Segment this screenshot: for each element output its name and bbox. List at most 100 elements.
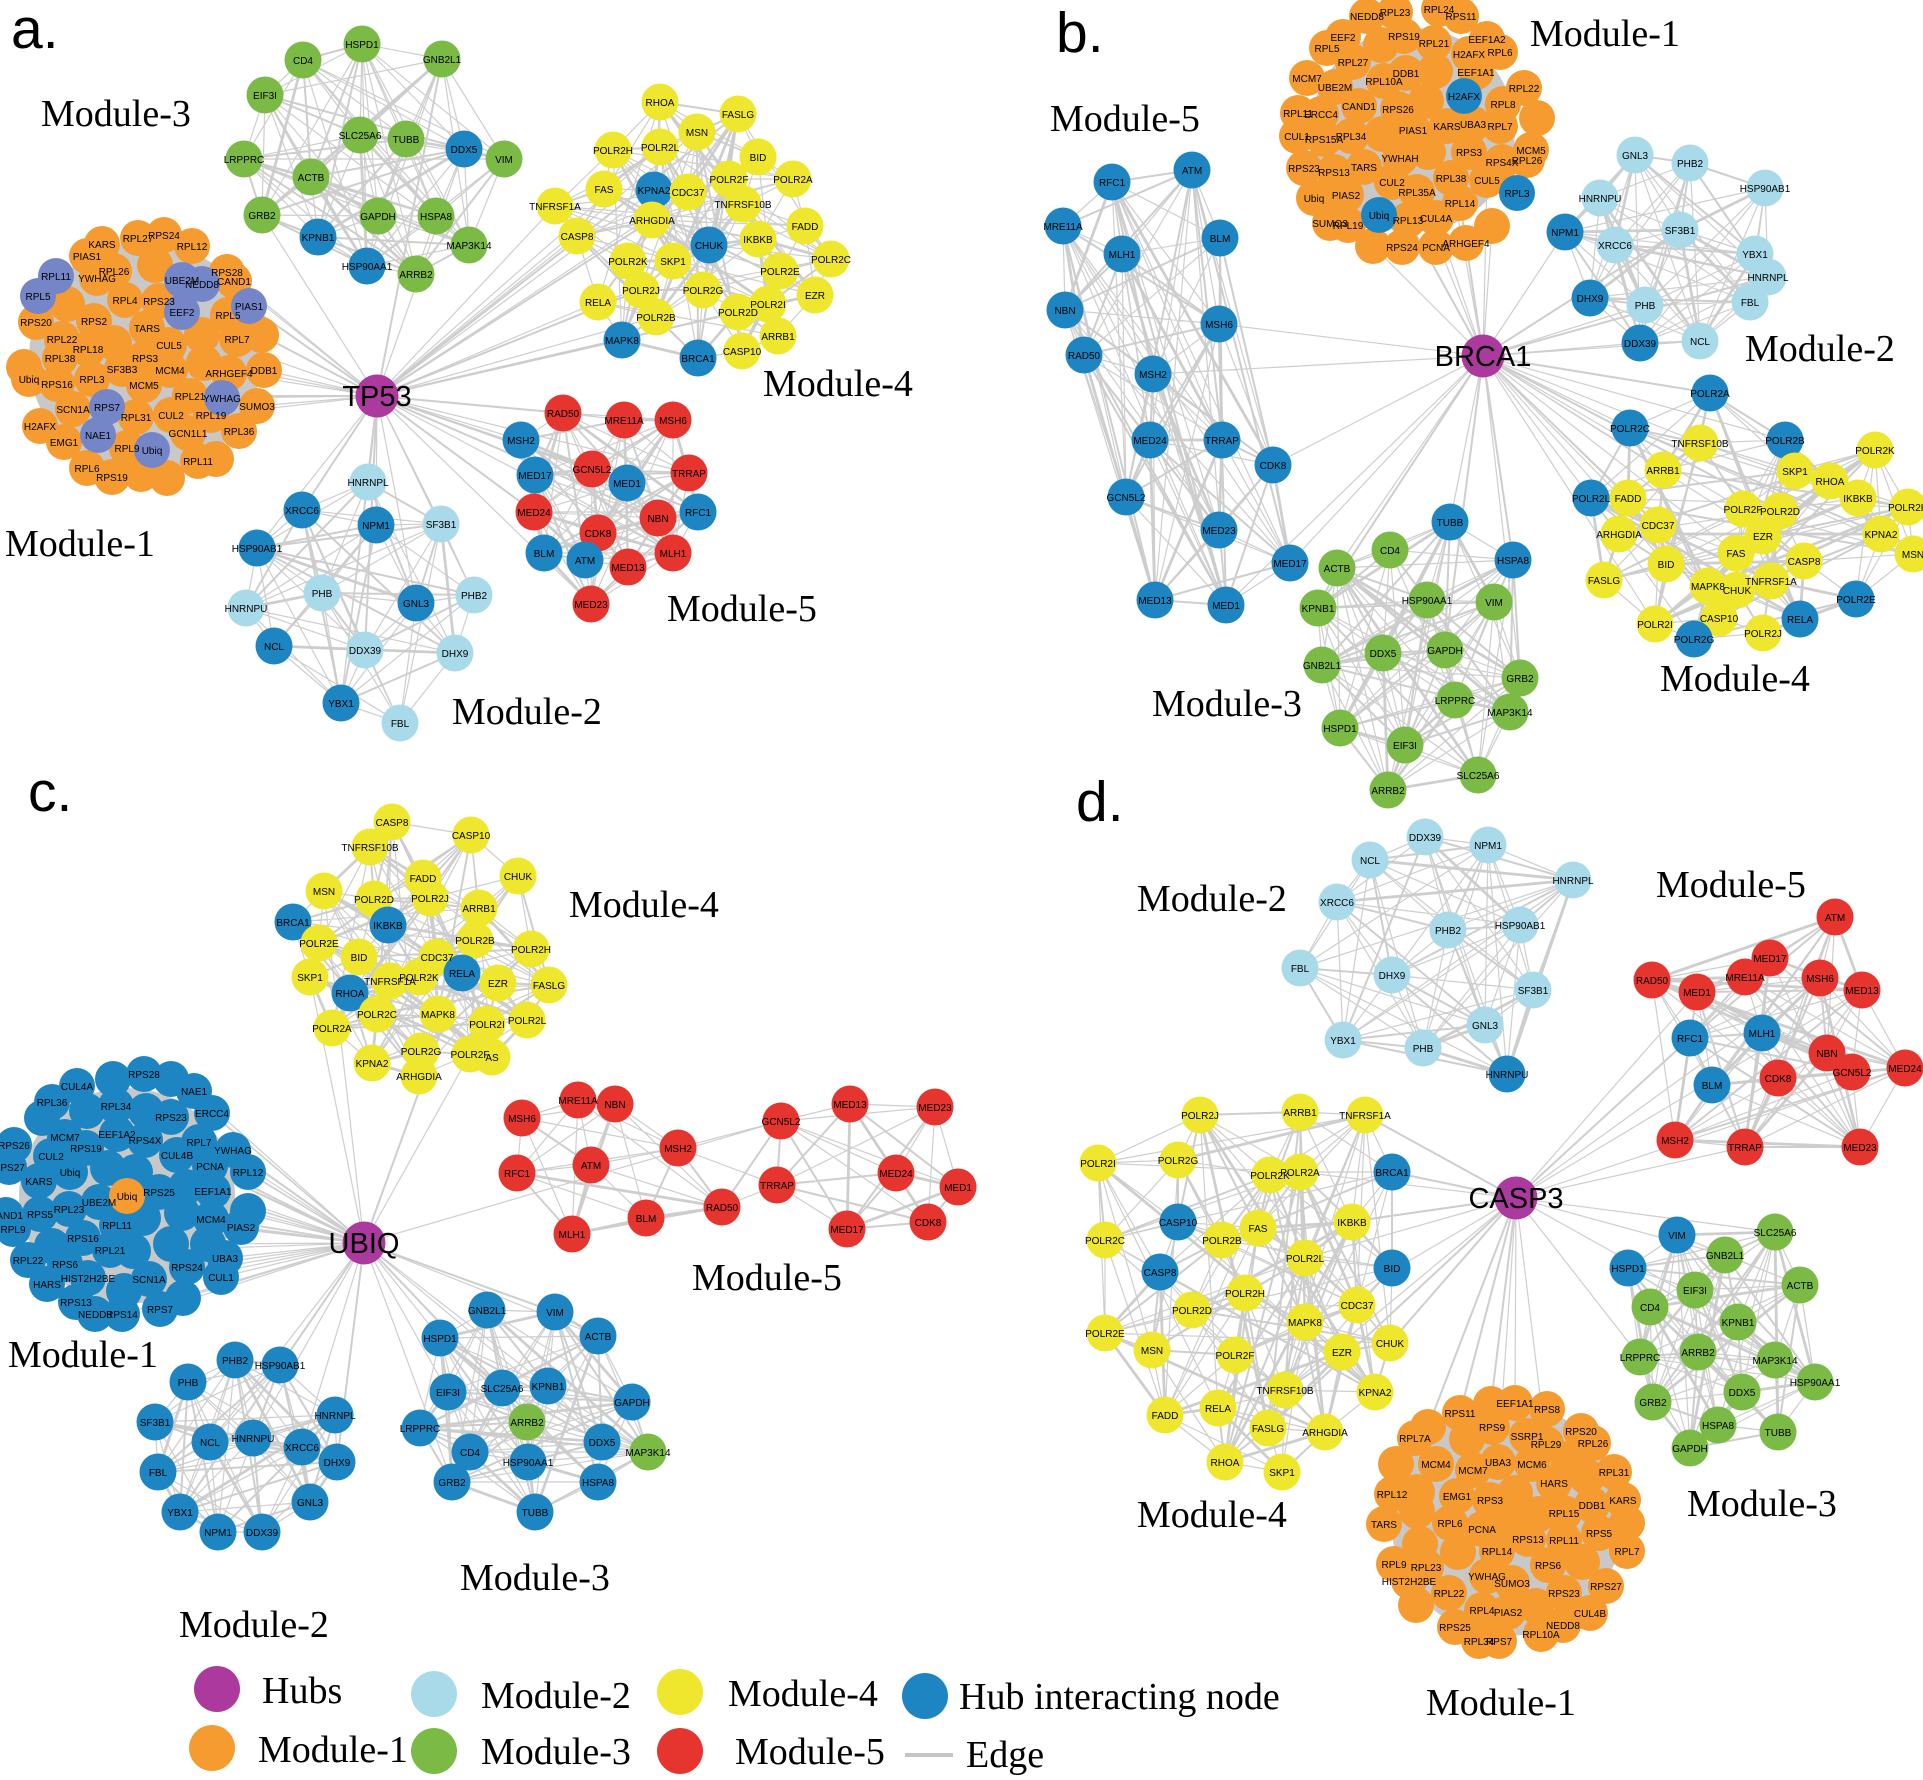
- svg-text:RPL34: RPL34: [1464, 1637, 1495, 1648]
- svg-text:NEDD8: NEDD8: [185, 280, 219, 291]
- svg-text:HSP90AB1: HSP90AB1: [255, 1361, 306, 1372]
- svg-text:KARS: KARS: [1433, 122, 1461, 133]
- svg-text:Module-1: Module-1: [1530, 13, 1680, 55]
- svg-text:GNB2L1: GNB2L1: [1706, 1251, 1745, 1262]
- svg-text:GNB2L1: GNB2L1: [1303, 661, 1342, 672]
- svg-text:RAD50: RAD50: [547, 409, 580, 420]
- svg-text:HNRNPU: HNRNPU: [1579, 194, 1622, 205]
- svg-text:KARS: KARS: [25, 1177, 53, 1188]
- svg-text:POLR2B: POLR2B: [455, 936, 495, 947]
- svg-text:RAD50: RAD50: [1068, 351, 1101, 362]
- svg-text:CASP10: CASP10: [723, 347, 762, 358]
- svg-text:SKP1: SKP1: [660, 257, 686, 268]
- svg-text:EEF1A1: EEF1A1: [1457, 68, 1495, 79]
- svg-text:HIST2H2BE: HIST2H2BE: [61, 1274, 116, 1285]
- svg-text:MLH1: MLH1: [559, 1230, 586, 1241]
- svg-text:GNL3: GNL3: [1472, 1021, 1499, 1032]
- svg-text:TNFRSF1A: TNFRSF1A: [529, 202, 581, 213]
- svg-text:POLR2L: POLR2L: [1572, 494, 1611, 505]
- svg-text:KPNB1: KPNB1: [1722, 1318, 1755, 1329]
- svg-text:CD4: CD4: [293, 56, 313, 67]
- svg-text:FADD: FADD: [1615, 494, 1642, 505]
- svg-text:EIF3I: EIF3I: [1393, 741, 1417, 752]
- svg-text:FBL: FBL: [1741, 298, 1760, 309]
- svg-text:POLR2C: POLR2C: [1610, 424, 1650, 435]
- svg-text:CASP10: CASP10: [452, 831, 491, 842]
- svg-text:CAND1: CAND1: [1342, 102, 1376, 113]
- svg-text:KPNA2: KPNA2: [638, 186, 671, 197]
- svg-text:CDC37: CDC37: [1642, 521, 1675, 532]
- svg-text:FASLG: FASLG: [533, 981, 565, 992]
- svg-text:CHUK: CHUK: [695, 241, 724, 252]
- svg-text:CDK8: CDK8: [1765, 1074, 1792, 1085]
- svg-text:NCL: NCL: [200, 1438, 220, 1449]
- svg-text:YBX1: YBX1: [1742, 250, 1768, 261]
- svg-text:RPL11: RPL11: [102, 1221, 132, 1232]
- svg-text:ATM: ATM: [1825, 913, 1845, 924]
- svg-text:ARHGDIA: ARHGDIA: [1302, 1428, 1348, 1439]
- svg-text:MED24: MED24: [879, 1169, 913, 1180]
- svg-text:RELA: RELA: [1205, 1404, 1231, 1415]
- svg-text:PHB: PHB: [1635, 301, 1656, 312]
- svg-text:RPS5: RPS5: [27, 1210, 54, 1221]
- svg-text:RPL27: RPL27: [1338, 58, 1369, 69]
- svg-text:RPS19: RPS19: [70, 1144, 102, 1155]
- svg-text:SF3B1: SF3B1: [140, 1418, 171, 1429]
- svg-text:YBX1: YBX1: [328, 699, 354, 710]
- svg-text:CUL4B: CUL4B: [161, 1151, 194, 1162]
- svg-text:GRB2: GRB2: [1506, 674, 1534, 685]
- svg-text:RPS8: RPS8: [1534, 1405, 1561, 1416]
- svg-text:GNL3: GNL3: [1622, 151, 1649, 162]
- svg-text:CASP8: CASP8: [1788, 557, 1821, 568]
- svg-text:Edge: Edge: [966, 1734, 1044, 1775]
- svg-text:POLR2I: POLR2I: [1637, 620, 1673, 631]
- svg-text:ARHGDIA: ARHGDIA: [1596, 530, 1642, 541]
- svg-text:MSN: MSN: [1141, 1346, 1163, 1357]
- svg-text:Ubiq: Ubiq: [117, 1192, 138, 1203]
- svg-text:EZR: EZR: [1332, 1348, 1352, 1359]
- svg-text:MSH2: MSH2: [1139, 370, 1167, 381]
- svg-text:DDX39: DDX39: [1409, 833, 1442, 844]
- svg-text:RPS27: RPS27: [1590, 1582, 1622, 1593]
- svg-text:PHB: PHB: [312, 589, 333, 600]
- svg-text:GCN5L2: GCN5L2: [573, 465, 612, 476]
- svg-text:RPL7A: RPL7A: [1399, 1434, 1431, 1445]
- svg-text:RPL21: RPL21: [175, 392, 206, 403]
- svg-text:MED13: MED13: [1845, 986, 1879, 997]
- svg-text:ARRB2: ARRB2: [1681, 1348, 1715, 1359]
- svg-text:RPL10A: RPL10A: [1365, 77, 1403, 88]
- svg-text:RPS24: RPS24: [171, 1263, 203, 1274]
- svg-text:NAE1: NAE1: [181, 1087, 208, 1098]
- svg-text:EEF2: EEF2: [1330, 33, 1355, 44]
- svg-text:RHOA: RHOA: [646, 98, 675, 109]
- svg-text:MSH2: MSH2: [507, 436, 535, 447]
- svg-text:Module-4: Module-4: [728, 1673, 878, 1715]
- svg-text:CUL4A: CUL4A: [61, 1082, 94, 1093]
- svg-text:HSP90AB1: HSP90AB1: [232, 544, 283, 555]
- svg-text:BID: BID: [1658, 560, 1675, 571]
- svg-text:RPL4: RPL4: [112, 296, 137, 307]
- svg-text:NPM1: NPM1: [1474, 841, 1502, 852]
- svg-text:GAPDH: GAPDH: [614, 1398, 650, 1409]
- svg-text:CUL5: CUL5: [156, 341, 182, 352]
- svg-text:RPS16: RPS16: [67, 1234, 99, 1245]
- svg-text:BID: BID: [1384, 1264, 1401, 1275]
- svg-text:POLR2C: POLR2C: [811, 255, 851, 266]
- svg-text:MED17: MED17: [1273, 559, 1307, 570]
- svg-text:GCN5L2: GCN5L2: [762, 1117, 801, 1128]
- svg-text:GCN5L2: GCN5L2: [1833, 1068, 1872, 1079]
- svg-text:Ubiq: Ubiq: [1369, 211, 1390, 222]
- svg-text:XRCC6: XRCC6: [1598, 241, 1632, 252]
- svg-text:RPS23: RPS23: [143, 297, 175, 308]
- svg-text:MCM7: MCM7: [1458, 1466, 1488, 1477]
- svg-text:POLR2H: POLR2H: [511, 945, 551, 956]
- svg-text:RPL15: RPL15: [1549, 1509, 1580, 1520]
- svg-text:RPS6: RPS6: [52, 1260, 79, 1271]
- svg-text:NPM1: NPM1: [362, 521, 390, 532]
- svg-text:POLR2K: POLR2K: [1855, 446, 1895, 457]
- svg-text:Ubiq: Ubiq: [60, 1168, 81, 1179]
- svg-text:RPL11: RPL11: [1549, 1536, 1579, 1547]
- svg-text:RPL6: RPL6: [1437, 1519, 1462, 1530]
- svg-text:RPL11: RPL11: [183, 457, 213, 468]
- svg-text:GAPDH: GAPDH: [360, 212, 396, 223]
